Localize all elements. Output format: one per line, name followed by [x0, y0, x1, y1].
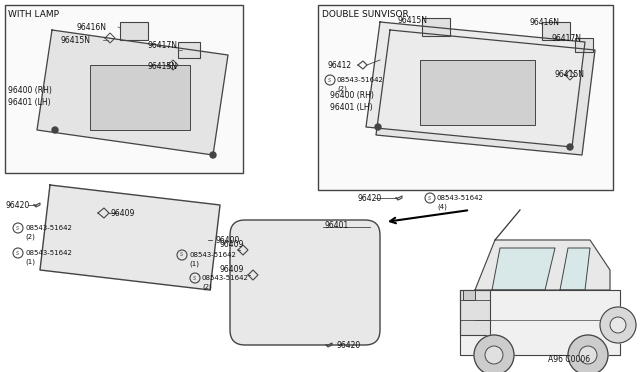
Bar — [422, 18, 450, 36]
Text: 08543-51642: 08543-51642 — [25, 225, 72, 231]
Text: 96401: 96401 — [325, 221, 349, 230]
Text: 96401 (LH): 96401 (LH) — [330, 103, 372, 112]
Polygon shape — [366, 22, 585, 147]
Text: (2): (2) — [202, 284, 212, 290]
Bar — [542, 22, 570, 40]
Text: 96409: 96409 — [110, 208, 134, 218]
Bar — [90, 65, 190, 130]
Bar — [460, 290, 490, 335]
Polygon shape — [475, 240, 610, 290]
Text: 96409: 96409 — [220, 266, 244, 275]
Text: DOUBLE SUNVISOR: DOUBLE SUNVISOR — [322, 10, 409, 19]
Text: (1): (1) — [25, 259, 35, 265]
Text: 08543-51642: 08543-51642 — [337, 77, 384, 83]
Text: 96417N: 96417N — [552, 33, 582, 42]
Circle shape — [610, 317, 626, 333]
Text: 08543-51642: 08543-51642 — [189, 252, 236, 258]
Text: S: S — [17, 225, 20, 231]
Text: 96420: 96420 — [337, 340, 361, 350]
Text: (4): (4) — [437, 204, 447, 210]
Text: 96416N: 96416N — [530, 17, 560, 26]
Polygon shape — [376, 30, 595, 155]
Circle shape — [600, 307, 636, 343]
Text: 96400 (RH): 96400 (RH) — [8, 86, 52, 94]
Bar — [460, 300, 490, 320]
Circle shape — [567, 144, 573, 150]
Text: S: S — [328, 77, 332, 83]
Circle shape — [474, 335, 514, 372]
Text: 96415N: 96415N — [398, 16, 428, 25]
Text: 96412: 96412 — [328, 61, 352, 70]
FancyBboxPatch shape — [230, 220, 380, 345]
Circle shape — [375, 124, 381, 130]
Text: 96415N: 96415N — [148, 61, 178, 71]
Text: A96 C0006: A96 C0006 — [548, 356, 590, 365]
Bar — [463, 290, 475, 300]
Polygon shape — [40, 185, 220, 290]
Text: 96415N: 96415N — [60, 35, 90, 45]
Polygon shape — [560, 248, 590, 290]
Text: (2): (2) — [337, 86, 347, 92]
Bar — [575, 38, 593, 52]
Polygon shape — [460, 290, 620, 355]
Text: 96415N: 96415N — [555, 70, 585, 78]
Polygon shape — [492, 248, 555, 290]
Text: 96400 (RH): 96400 (RH) — [330, 90, 374, 99]
Text: 96409: 96409 — [220, 240, 244, 248]
Bar — [318, 5, 613, 190]
Text: S: S — [428, 196, 431, 201]
Text: 96401 (LH): 96401 (LH) — [8, 97, 51, 106]
Circle shape — [485, 346, 503, 364]
Text: (1): (1) — [189, 261, 199, 267]
Text: 96417N: 96417N — [148, 41, 178, 49]
Bar — [120, 22, 148, 40]
Circle shape — [210, 152, 216, 158]
Bar — [178, 42, 200, 58]
Text: 08543-51642: 08543-51642 — [25, 250, 72, 256]
Circle shape — [52, 127, 58, 133]
Text: 96416N: 96416N — [76, 22, 106, 32]
Polygon shape — [37, 30, 228, 155]
Text: S: S — [193, 276, 196, 280]
Text: S: S — [17, 250, 20, 256]
Text: 08543-51642: 08543-51642 — [202, 275, 249, 281]
Text: 96420: 96420 — [358, 193, 382, 202]
Bar — [420, 60, 535, 125]
Text: WITH LAMP: WITH LAMP — [8, 10, 59, 19]
Text: 96420: 96420 — [5, 201, 29, 209]
Circle shape — [579, 346, 597, 364]
Circle shape — [568, 335, 608, 372]
Text: 08543-51642: 08543-51642 — [437, 195, 484, 201]
Bar — [5, 5, 243, 173]
Text: 96400: 96400 — [215, 235, 239, 244]
Text: (2): (2) — [25, 234, 35, 240]
Text: S: S — [180, 253, 184, 257]
